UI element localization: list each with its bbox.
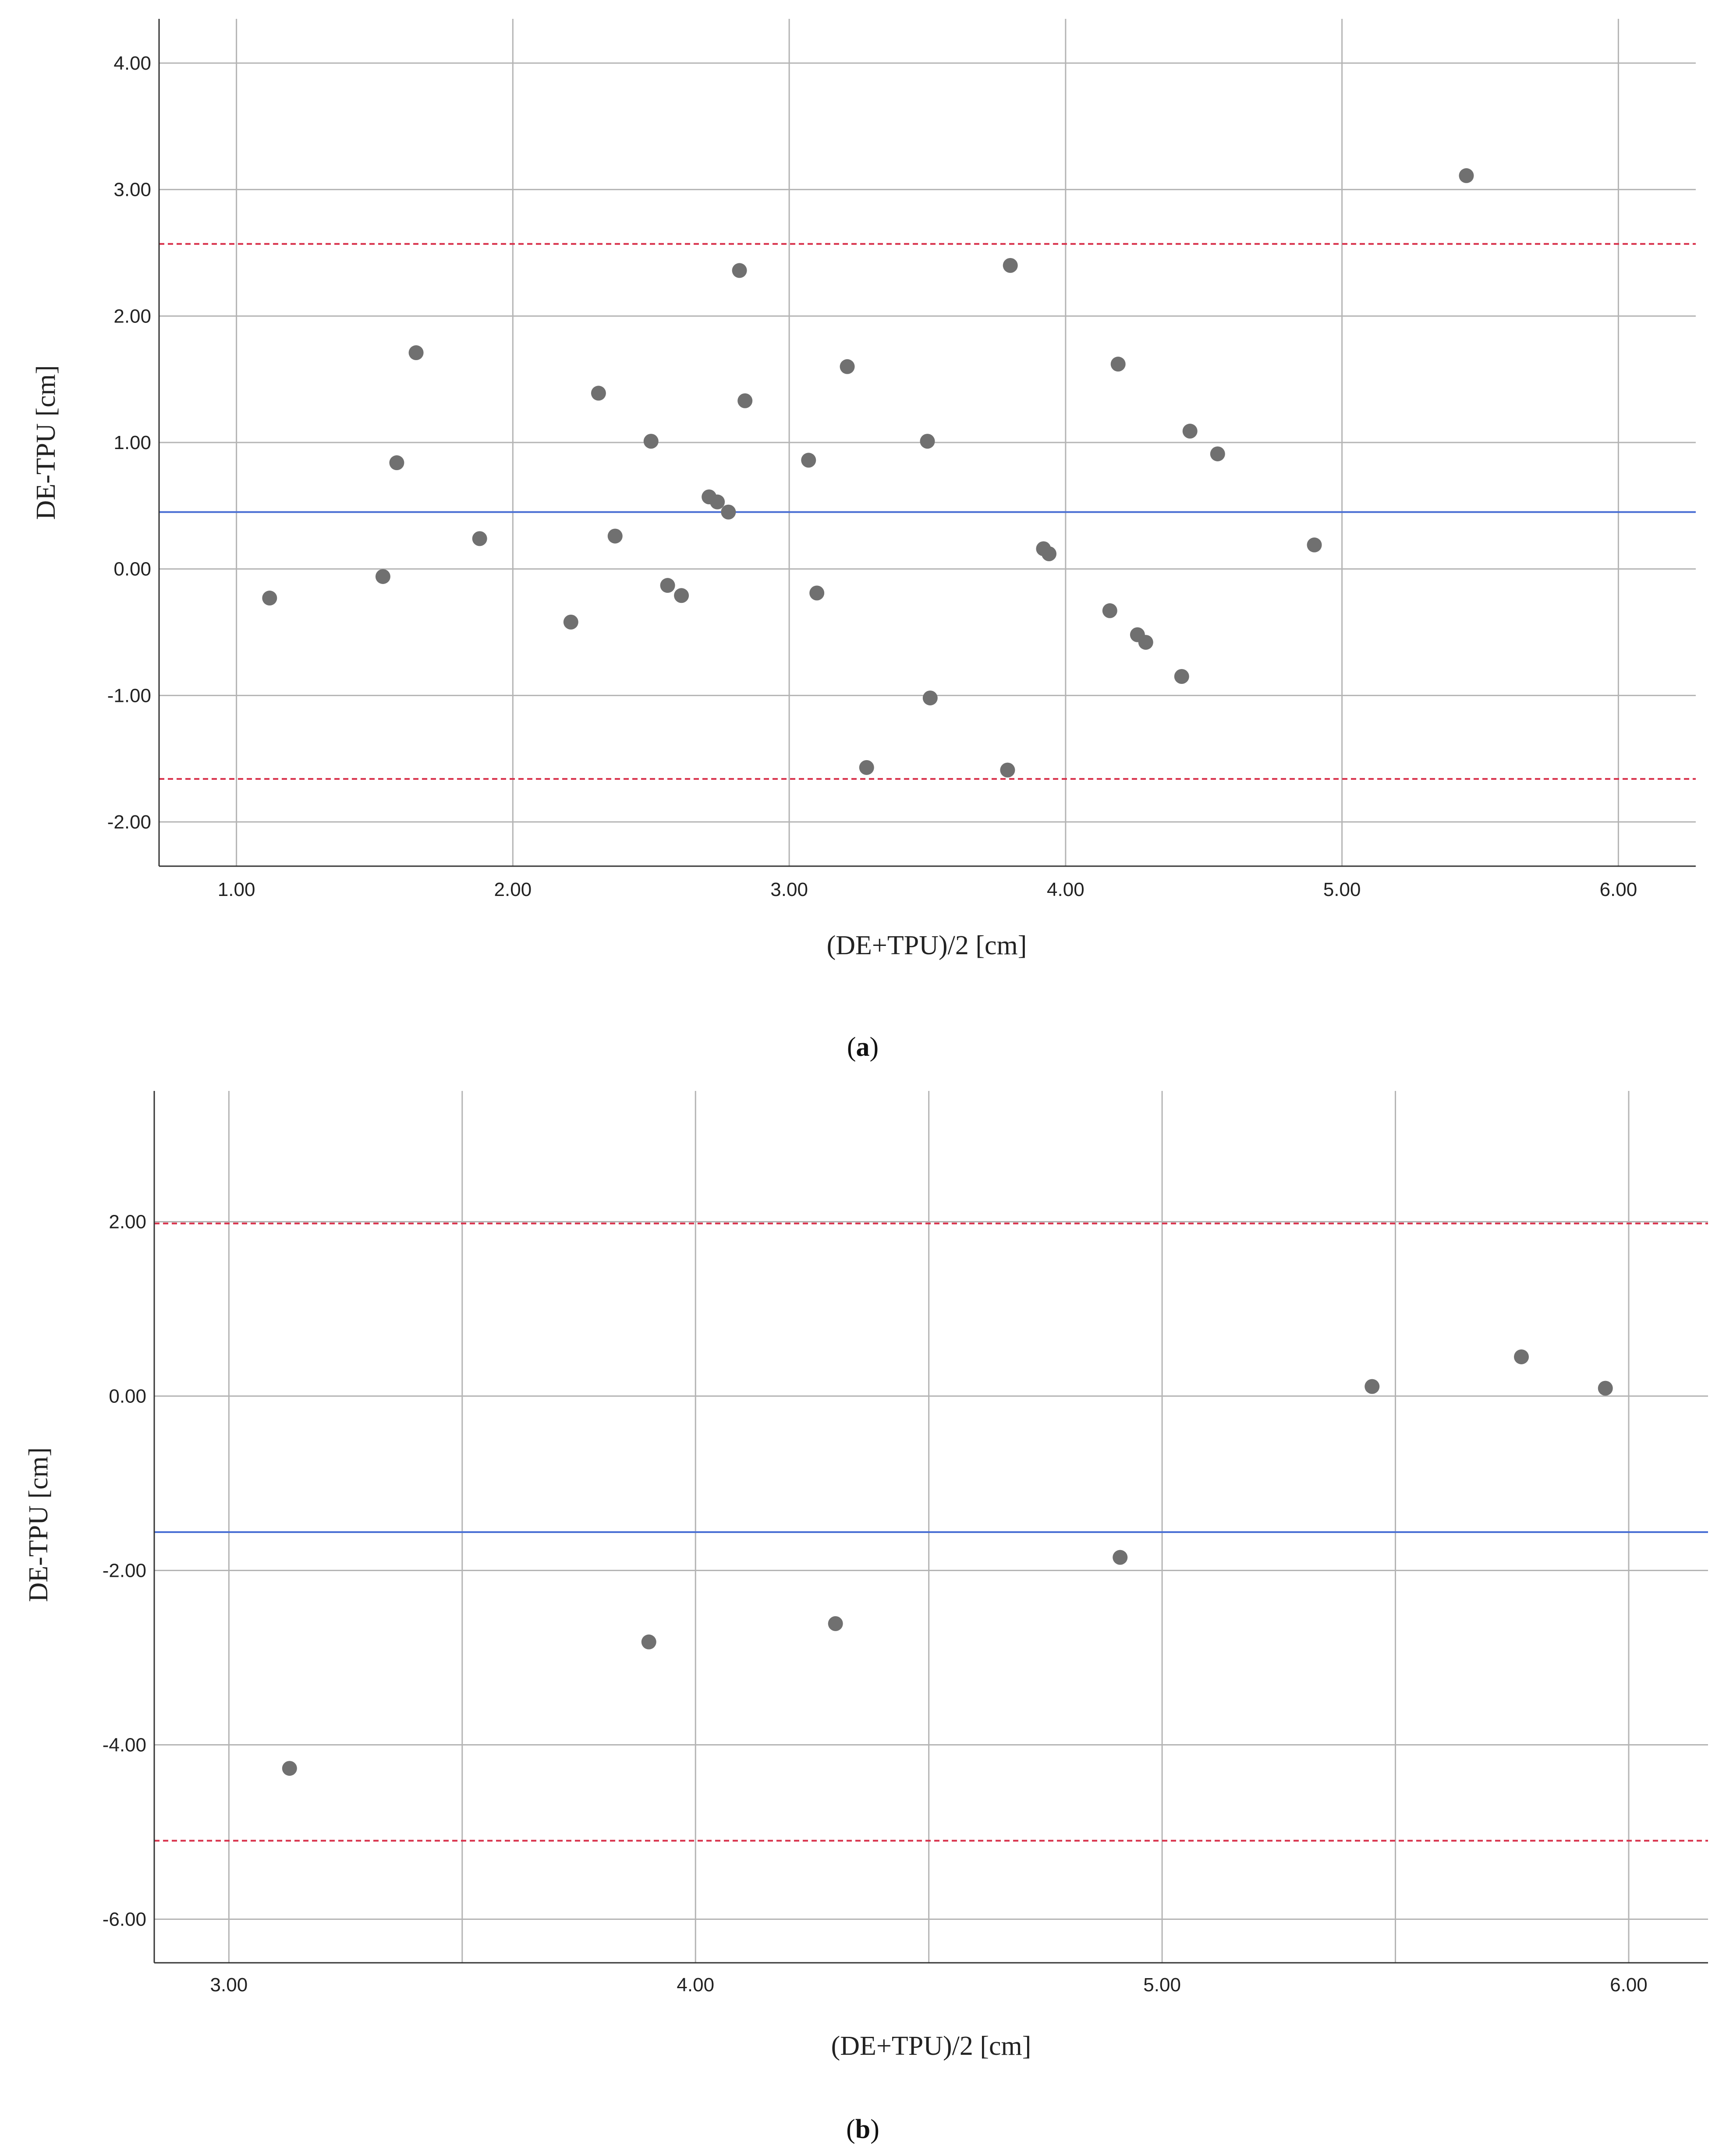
panel-a-ytick-label-0: -2.00 [107,811,151,833]
panel-a-point-33 [1307,537,1322,552]
panel-b-ytick-label-3: 0.00 [109,1386,146,1407]
panel-a-point-22 [1000,762,1015,778]
panel-a-reference-lines [159,243,1696,780]
panel-a-xtick-label-1: 2.00 [494,879,532,900]
panel-a-xtick-label-5: 6.00 [1600,879,1637,900]
panel-a-y-tick-labels: -2.00 -1.00 0.00 1.00 2.00 3.00 4.00 [107,53,151,833]
panel-a-point-25 [1042,546,1057,562]
panel-b-ytick-label-1: -4.00 [103,1735,146,1756]
panel-b-gridlines [154,1091,1708,1963]
panel-b-xtick-label-2: 5.00 [1143,1974,1181,1996]
panel-a-point-15 [737,393,753,408]
panel-a-xtick-label-3: 4.00 [1047,879,1085,900]
panel-b-point-6 [1598,1381,1613,1396]
panel-a-gridlines [159,19,1696,866]
panel-a-point-18 [840,359,855,374]
panel-a-point-8 [643,434,659,449]
panel-a-point-6 [591,386,606,401]
panel-a-point-31 [1182,424,1198,439]
panel-a-point-32 [1210,446,1225,461]
panel-a-data-points [262,168,1474,778]
panel-b-y-tick-labels: -6.00 -4.00 -2.00 0.00 2.00 [103,1211,146,1930]
panel-b-reference-lines [154,1222,1708,1842]
panel-b-xtick-label-3: 6.00 [1610,1974,1648,1996]
panel-b: -6.00 -4.00 -2.00 0.00 2.00 3.00 4.00 5.00 6.00… [24,1091,1708,2144]
panel-b-xtick-label-0: 3.00 [210,1974,248,1996]
panel-a-point-14 [732,263,747,278]
panel-a-point-21 [922,690,938,706]
panel-b-point-4 [1364,1379,1380,1394]
panel-b-x-axis-title: (DE+TPU)/2 [cm] [831,2031,1031,2061]
panel-b-y-axis-title: DE-TPU [cm] [24,1448,53,1602]
panel-a: -2.00 -1.00 0.00 1.00 2.00 3.00 4.00 1.00 2.00 3… [31,19,1696,1062]
panel-b-caption-letter: b [855,2114,870,2144]
panel-a-caption: (a) [847,1032,879,1062]
panel-b-point-0 [282,1761,297,1776]
panel-a-point-12 [710,494,725,510]
panel-a-x-axis-title: (DE+TPU)/2 [cm] [827,931,1027,960]
panel-a-point-19 [859,760,874,775]
panel-a-point-17 [809,585,825,601]
panel-a-point-29 [1138,635,1153,650]
panel-a-point-20 [920,434,935,449]
panel-a-x-tick-labels: 1.00 2.00 3.00 4.00 5.00 6.00 [218,879,1637,900]
panel-a-caption-letter: a [856,1032,870,1062]
panel-a-point-16 [801,453,816,468]
panel-a-point-2 [389,455,404,471]
panel-a-point-27 [1110,357,1126,372]
panel-a-ytick-label-5: 3.00 [113,179,151,201]
panel-b-ytick-label-0: -6.00 [103,1909,146,1930]
panel-b-point-2 [828,1616,843,1631]
panel-a-ytick-label-3: 1.00 [113,432,151,453]
panel-a-ytick-label-4: 2.00 [113,305,151,327]
panel-a-point-10 [674,588,689,603]
panel-b-xtick-label-1: 4.00 [677,1974,714,1996]
panel-b-caption: (b) [846,2114,879,2144]
panel-a-xtick-label-0: 1.00 [218,879,255,900]
panel-a-point-30 [1174,669,1189,684]
panel-b-ytick-label-4: 2.00 [109,1211,146,1233]
panel-a-point-13 [721,504,736,520]
panel-a-point-7 [607,528,623,544]
panel-a-xtick-label-4: 5.00 [1323,879,1361,900]
panel-a-y-axis-title: DE-TPU [cm] [31,365,61,520]
panel-b-x-tick-labels: 3.00 4.00 5.00 6.00 [210,1974,1648,1996]
panel-a-point-0 [262,591,277,606]
panel-a-ytick-label-6: 4.00 [113,53,151,74]
panel-a-ytick-label-1: -1.00 [107,685,151,706]
panel-b-point-3 [1113,1550,1128,1565]
panel-a-point-34 [1459,168,1474,183]
panel-a-point-23 [1003,258,1018,273]
panel-a-point-3 [408,345,424,361]
panel-a-point-5 [563,614,578,630]
panel-a-ytick-label-2: 0.00 [113,559,151,580]
panel-b-point-5 [1514,1349,1529,1364]
panel-a-point-4 [472,531,487,546]
panel-b-data-points [282,1349,1613,1776]
panel-a-point-9 [660,578,675,593]
panel-a-xtick-label-2: 3.00 [770,879,808,900]
panel-a-point-26 [1102,603,1117,618]
panel-b-ytick-label-2: -2.00 [103,1560,146,1582]
panel-b-point-1 [641,1634,656,1650]
panel-a-point-1 [375,569,390,584]
